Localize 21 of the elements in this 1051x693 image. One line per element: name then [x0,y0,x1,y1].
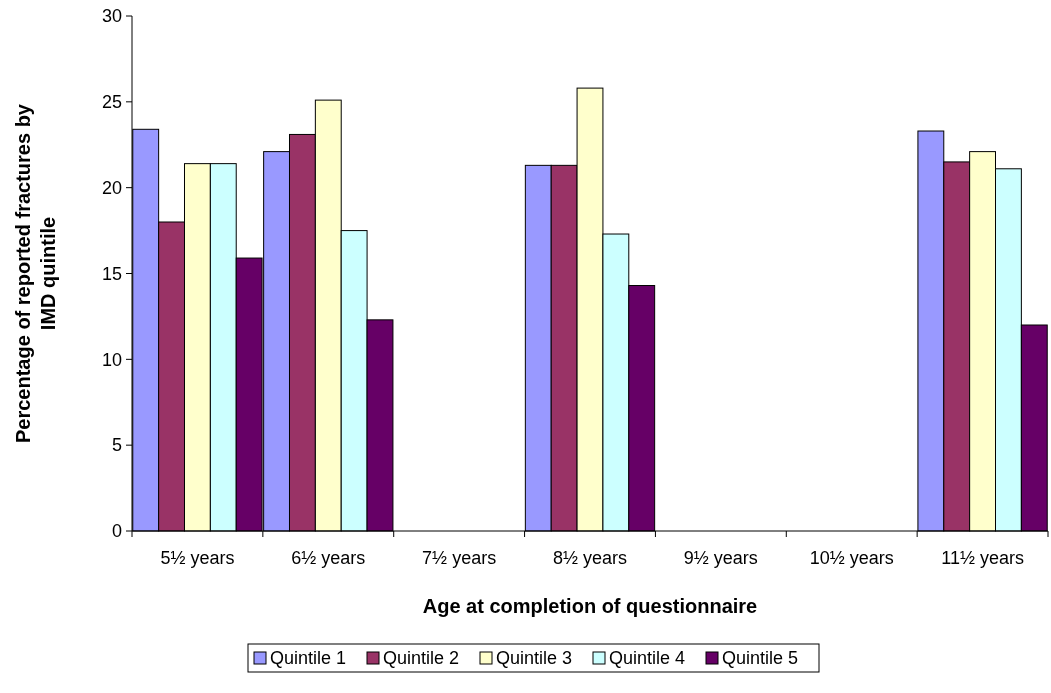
x-tick-label: 9½ years [683,548,758,568]
y-tick-label: 15 [101,263,122,284]
legend-label: Quintile 5 [722,648,799,669]
legend-label: Quintile 3 [496,648,573,669]
y-tick-label: 20 [101,177,122,198]
x-tick-label: 5½ years [160,548,235,568]
x-tick-label: 6½ years [291,548,366,568]
legend-label: Quintile 4 [609,648,686,669]
y-tick-label: 5 [111,435,122,456]
y-tick-label: 0 [111,521,122,542]
x-tick-label: 11½ years [941,548,1024,568]
legend-label: Quintile 2 [383,648,460,669]
y-tick-label: 10 [101,349,122,370]
legend-label: Quintile 1 [270,648,347,669]
y-tick-label: 25 [101,92,122,113]
x-tick-label: 10½ years [809,548,894,568]
x-tick-label: 7½ years [422,548,497,568]
y-tick-label: 30 [101,6,122,27]
x-axis-title: Age at completion of questionnaire [422,595,758,617]
x-tick-label: 8½ years [552,548,628,568]
y-axis-title: Percentage of reported fractures by IMD quintile [12,103,59,443]
